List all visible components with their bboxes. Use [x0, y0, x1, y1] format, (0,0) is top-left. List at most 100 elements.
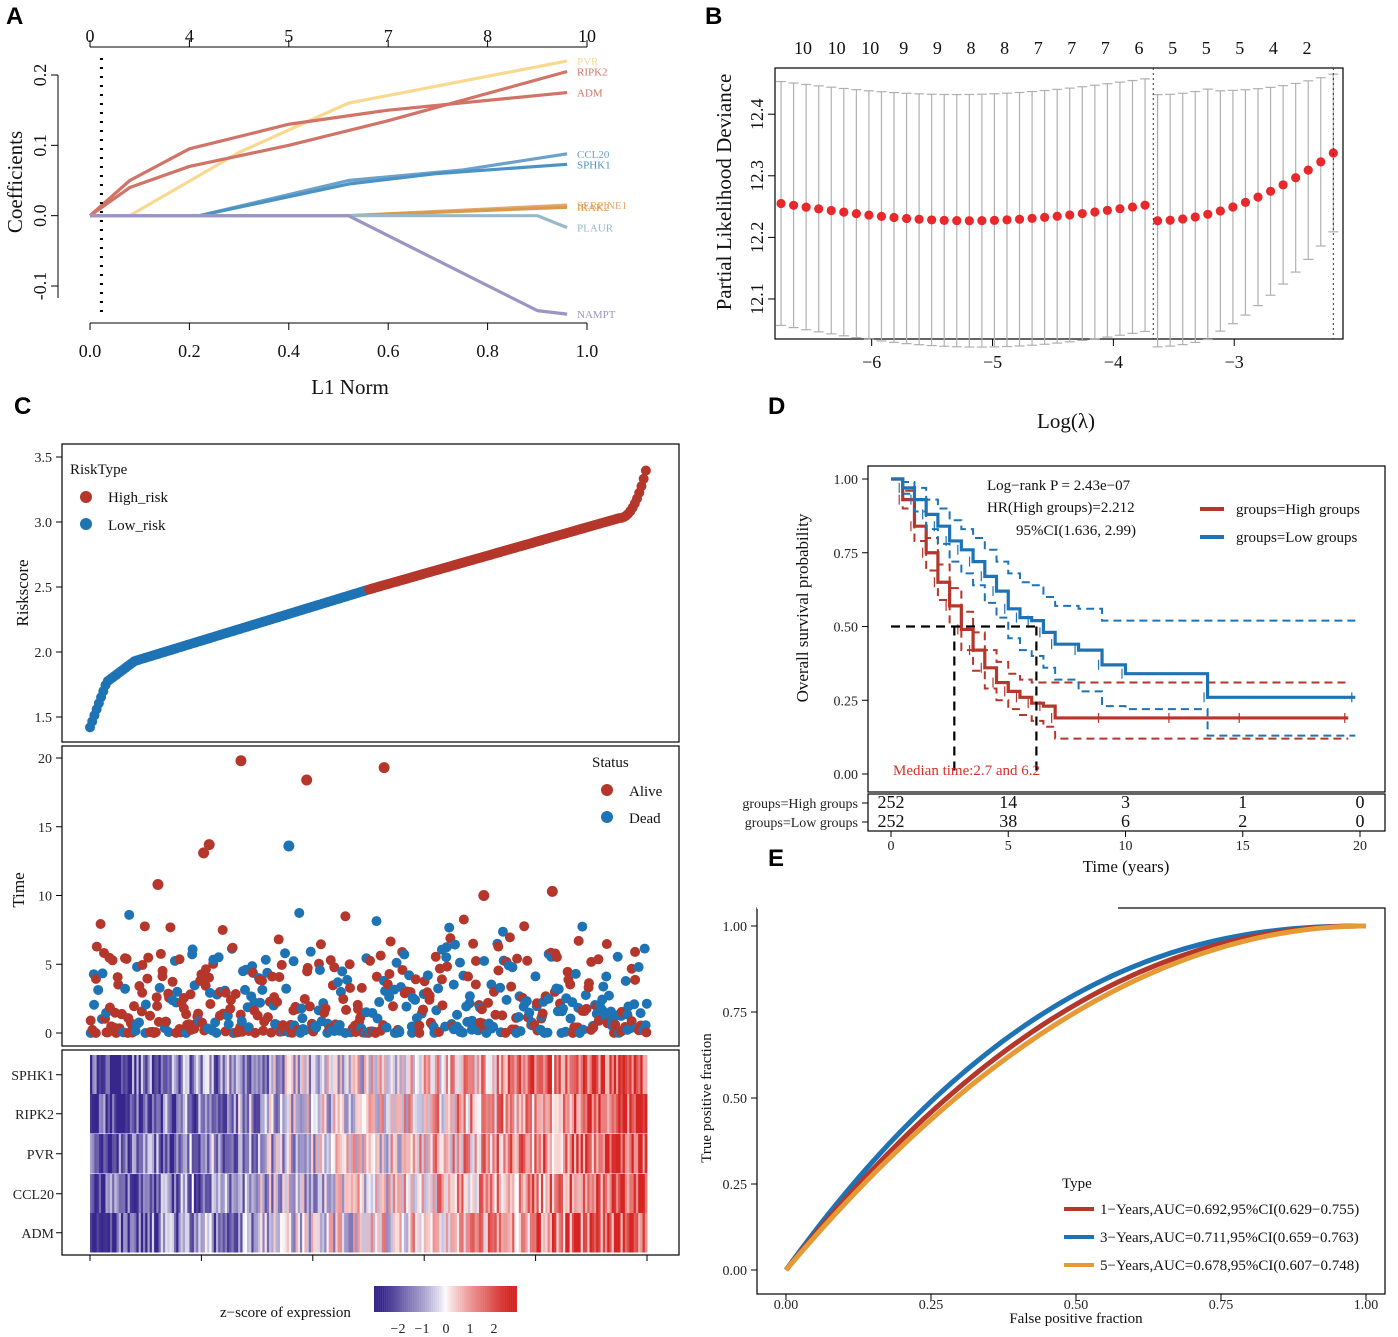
c3-heat-cell: [397, 1134, 400, 1174]
c3-heat-cell: [200, 1134, 204, 1174]
c3-heat-cell: [518, 1055, 522, 1095]
c3-heat-cell: [494, 1213, 498, 1253]
c3-heat-cell: [629, 1094, 632, 1134]
c3-heat-cell: [421, 1134, 425, 1174]
c3-heat-cell: [618, 1055, 621, 1095]
c3-heat-cell: [600, 1134, 604, 1174]
c3-heat-cell: [297, 1134, 301, 1174]
c3-heat-cell: [485, 1174, 489, 1214]
c3-heat-cell: [425, 1094, 429, 1134]
c3-heat-cell: [160, 1055, 164, 1095]
c3-heat-cell: [98, 1094, 102, 1134]
c2-time-point: [570, 968, 581, 979]
c3-heat-cell: [386, 1055, 389, 1095]
c3-heat-cell: [359, 1213, 363, 1253]
c3-heat-cell: [302, 1174, 305, 1214]
c3-heat-cell: [344, 1134, 347, 1174]
c3-heat-cell: [271, 1094, 274, 1134]
c3-heat-cell: [571, 1174, 575, 1214]
c3-heat-cell: [92, 1134, 95, 1174]
c3-row-label: RIPK2: [15, 1108, 54, 1123]
c3-heat-cell: [450, 1213, 453, 1253]
c3-heat-cell: [613, 1055, 617, 1095]
c3-heat-cell: [439, 1213, 442, 1253]
c1-y-tick-label: 2.0: [35, 646, 53, 661]
c3-heat-cell: [269, 1213, 272, 1253]
b-cv-point: [1328, 148, 1338, 158]
c3-heat-cell: [339, 1213, 343, 1253]
c3-heat-cell: [92, 1213, 95, 1253]
c3-heat-cell: [269, 1134, 272, 1174]
b-x-tick-label: −4: [1104, 352, 1123, 372]
c3-heat-cell: [598, 1134, 601, 1174]
c3-heat-cell: [315, 1055, 319, 1095]
c3-heat-cell: [375, 1055, 378, 1095]
c3-heat-cell: [322, 1213, 325, 1253]
c3-heat-cell: [209, 1055, 212, 1095]
c3-heat-cell: [299, 1134, 303, 1174]
c3-heat-cell: [589, 1094, 593, 1134]
c3-heat-cell: [381, 1055, 385, 1095]
c3-heat-cell: [202, 1055, 206, 1095]
c3-heat-cell: [235, 1094, 239, 1134]
c3-heat-cell: [496, 1174, 500, 1214]
c3-heat-cell: [147, 1094, 151, 1134]
c3-heat-cell: [202, 1134, 206, 1174]
c3-heat-cell: [244, 1134, 248, 1174]
c3-heat-cell: [366, 1094, 369, 1134]
c3-heat-cell: [536, 1174, 540, 1214]
d-legend-high: groups=High groups: [1236, 502, 1360, 518]
c3-heat-cell: [432, 1094, 436, 1134]
c3-heat-cell: [118, 1174, 122, 1214]
e-legend-3y: 3−Years,AUC=0.711,95%CI(0.659−0.763): [1100, 1230, 1359, 1246]
c2-time-point: [444, 922, 455, 933]
c2-y-tick-label: 10: [38, 890, 52, 905]
c3-heat-cell: [370, 1174, 374, 1214]
a-label-nampt: NAMPT: [577, 309, 616, 321]
c3-heat-cell: [474, 1094, 478, 1134]
c3-heat-cell: [317, 1055, 321, 1095]
c3-heat-cell: [282, 1174, 285, 1214]
c2-time-point: [441, 942, 452, 953]
colorbar-segment: [447, 1286, 450, 1312]
c3-heat-cell: [125, 1055, 128, 1095]
c3-heat-cell: [123, 1094, 126, 1134]
c3-heat-cell: [565, 1213, 568, 1253]
c3-heat-cell: [560, 1094, 564, 1134]
c3-heat-cell: [105, 1055, 109, 1095]
c3-heat-cell: [107, 1094, 111, 1134]
c2-time-point: [441, 952, 452, 963]
colorbar-segment: [402, 1286, 405, 1312]
c3-heat-cell: [224, 1134, 228, 1174]
c3-heat-cell: [337, 1213, 341, 1253]
c3-heat-cell: [255, 1094, 259, 1134]
c3-heat-cell: [101, 1055, 104, 1095]
colorbar-tick-label: −2: [391, 1322, 406, 1337]
c2-time-point: [314, 965, 325, 976]
c2-time-point: [384, 969, 395, 980]
c3-heat-cell: [322, 1055, 325, 1095]
c3-heat-cell: [333, 1174, 336, 1214]
a-path-pvr: [90, 59, 568, 218]
c2-y-tick-label: 5: [45, 958, 52, 973]
panel-label-b: B: [705, 3, 722, 30]
c2-time-point: [302, 962, 313, 973]
c3-heat-cell: [498, 1055, 502, 1095]
colorbar-segment: [390, 1286, 393, 1312]
c3-heat-cell: [514, 1134, 517, 1174]
c3-heat-cell: [412, 1094, 416, 1134]
c3-heat-cell: [120, 1134, 124, 1174]
b-cv-point: [1102, 205, 1112, 215]
c3-heat-cell: [293, 1055, 296, 1095]
c3-heat-cell: [222, 1174, 226, 1214]
c3-heat-cell: [485, 1055, 489, 1095]
colorbar-segment: [376, 1286, 379, 1312]
c3-heat-cell: [193, 1094, 197, 1134]
c1-risk-point: [638, 473, 649, 484]
colorbar-segment: [504, 1286, 507, 1312]
c3-heat-cell: [472, 1055, 475, 1095]
c3-heat-cell: [474, 1055, 478, 1095]
c3-heat-cell: [631, 1094, 635, 1134]
c2-time-point: [305, 946, 316, 957]
colorbar-segment: [414, 1286, 417, 1312]
